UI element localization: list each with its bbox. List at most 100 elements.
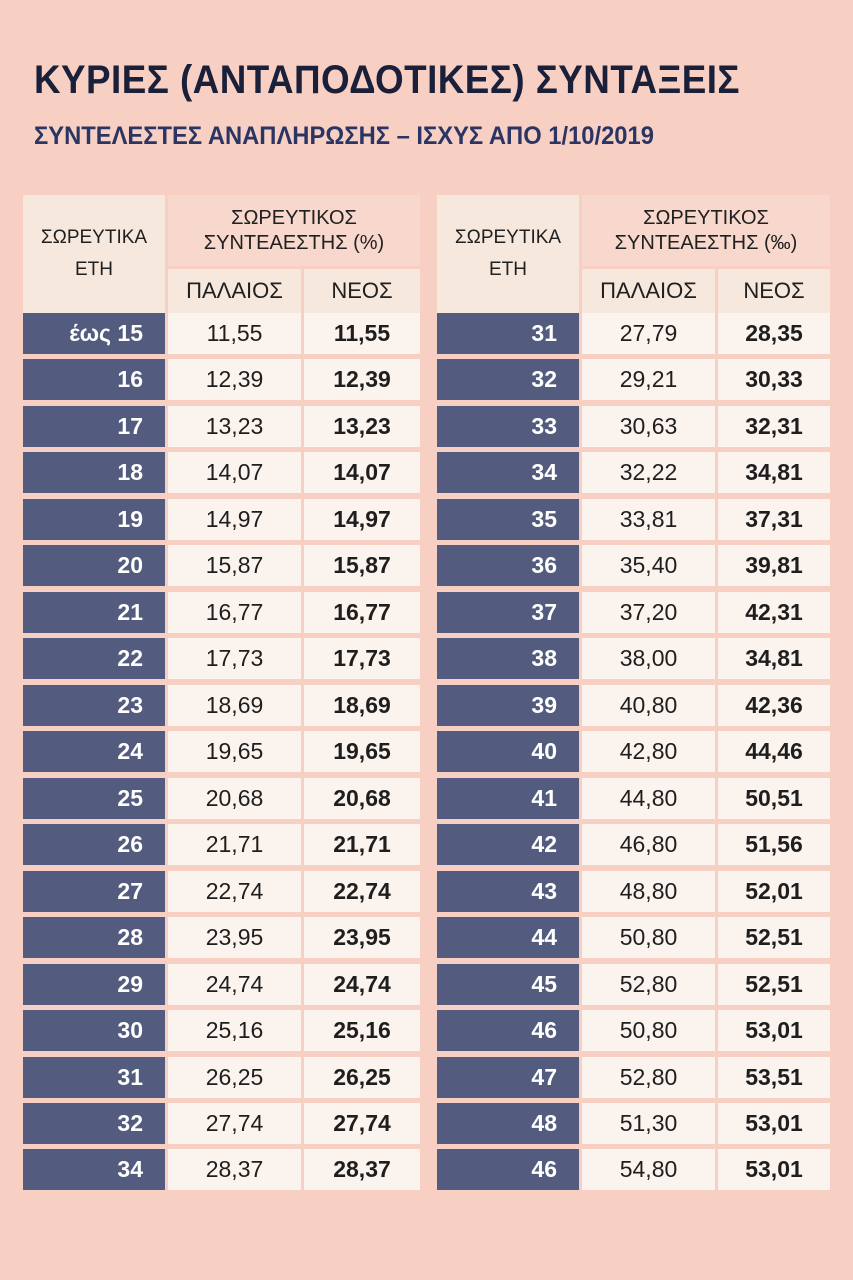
table-row: 34 28,37 28,37 (23, 1149, 420, 1191)
header-old: ΠΑΛΑΙΟΣ (582, 269, 715, 313)
cell-years: 44 (437, 917, 579, 959)
header-years-line2: ΕΤΗ (75, 259, 113, 280)
cell-years: 26 (23, 824, 165, 866)
table-row: 43 48,80 52,01 (437, 870, 830, 912)
table-row: 44 50,80 52,51 (437, 917, 830, 959)
cell-years: 34 (23, 1149, 165, 1191)
cell-new: 21,71 (304, 824, 420, 866)
cell-years: 39 (437, 684, 579, 726)
cell-new: 44,46 (718, 731, 830, 773)
cell-old: 24,74 (168, 963, 301, 1005)
page-subtitle: ΣΥΝΤΕΛΕΣΤΕΣ ΑΝΑΠΛΗΡΩΣΗΣ – ΙΣΧΥΣ ΑΠΟ 1/10… (34, 122, 654, 150)
cell-old: 22,74 (168, 870, 301, 912)
cell-old: 19,65 (168, 731, 301, 773)
cell-years: 46 (437, 1149, 579, 1191)
table-row: 30 25,16 25,16 (23, 1010, 420, 1052)
cell-years: 17 (23, 405, 165, 447)
cell-old: 40,80 (582, 684, 715, 726)
cell-new: 28,35 (718, 313, 830, 354)
right-table: ΣΩΡΕΥΤΙΚΑ ΕΤΗ ΣΩΡΕΥΤΙΚΟΣ ΣΥΝΤΕΑΕΣΤΗΣ (‰)… (437, 195, 830, 1196)
table-row: 47 52,80 53,51 (437, 1056, 830, 1098)
cell-old: 30,63 (582, 405, 715, 447)
table-row: 32 29,21 30,33 (437, 359, 830, 401)
cell-old: 21,71 (168, 824, 301, 866)
cell-old: 46,80 (582, 824, 715, 866)
table-row: 46 54,80 53,01 (437, 1149, 830, 1191)
cell-old: 28,37 (168, 1149, 301, 1191)
header-years: ΣΩΡΕΥΤΙΚΑ ΕΤΗ (437, 195, 579, 313)
cell-old: 26,25 (168, 1056, 301, 1098)
table-row: 17 13,23 13,23 (23, 405, 420, 447)
table-row: 32 27,74 27,74 (23, 1102, 420, 1144)
cell-years: 41 (437, 777, 579, 819)
table-rows: 31 27,79 28,35 32 29,21 30,33 33 30,63 32,31 34 32… (437, 313, 830, 1191)
cell-old: 32,22 (582, 452, 715, 494)
header-coef-line1: ΣΩΡΕΥΤΙΚΟΣ (231, 206, 357, 229)
cell-new: 50,51 (718, 777, 830, 819)
cell-new: 34,81 (718, 638, 830, 680)
table-header: ΣΩΡΕΥΤΙΚΑ ΕΤΗ ΣΩΡΕΥΤΙΚΟΣ ΣΥΝΤΕΑΕΣΤΗΣ (%)… (23, 195, 420, 313)
cell-old: 42,80 (582, 731, 715, 773)
table-row: 31 27,79 28,35 (437, 313, 830, 354)
header-coef-line1: ΣΩΡΕΥΤΙΚΟΣ (643, 206, 769, 229)
table-row: 38 38,00 34,81 (437, 638, 830, 680)
cell-new: 30,33 (718, 359, 830, 401)
cell-years: 40 (437, 731, 579, 773)
cell-new: 28,37 (304, 1149, 420, 1191)
cell-old: 16,77 (168, 591, 301, 633)
cell-years: 42 (437, 824, 579, 866)
cell-years: 35 (437, 498, 579, 540)
cell-old: 54,80 (582, 1149, 715, 1191)
cell-old: 33,81 (582, 498, 715, 540)
cell-years: 28 (23, 917, 165, 959)
cell-years: 34 (437, 452, 579, 494)
cell-years: 20 (23, 545, 165, 587)
cell-old: 44,80 (582, 777, 715, 819)
cell-years: 25 (23, 777, 165, 819)
header-coefficient: ΣΩΡΕΥΤΙΚΟΣ ΣΥΝΤΕΑΕΣΤΗΣ (%) (168, 195, 420, 266)
cell-new: 32,31 (718, 405, 830, 447)
table-row: 35 33,81 37,31 (437, 498, 830, 540)
table-row: 36 35,40 39,81 (437, 545, 830, 587)
cell-new: 19,65 (304, 731, 420, 773)
cell-years: 18 (23, 452, 165, 494)
cell-old: 38,00 (582, 638, 715, 680)
cell-new: 52,01 (718, 870, 830, 912)
table-row: 37 37,20 42,31 (437, 591, 830, 633)
header-coef-line2: ΣΥΝΤΕΑΕΣΤΗΣ (‰) (614, 231, 798, 254)
cell-new: 24,74 (304, 963, 420, 1005)
cell-old: 27,74 (168, 1102, 301, 1144)
cell-years: 16 (23, 359, 165, 401)
cell-new: 39,81 (718, 545, 830, 587)
header-years: ΣΩΡΕΥΤΙΚΑ ΕΤΗ (23, 195, 165, 313)
cell-new: 12,39 (304, 359, 420, 401)
table-row: 20 15,87 15,87 (23, 545, 420, 587)
table-row: 24 19,65 19,65 (23, 731, 420, 773)
header-old: ΠΑΛΑΙΟΣ (168, 269, 301, 313)
cell-new: 23,95 (304, 917, 420, 959)
cell-years: 37 (437, 591, 579, 633)
cell-years: 21 (23, 591, 165, 633)
cell-old: 14,07 (168, 452, 301, 494)
table-row: 23 18,69 18,69 (23, 684, 420, 726)
cell-old: 35,40 (582, 545, 715, 587)
cell-years: 33 (437, 405, 579, 447)
cell-new: 53,01 (718, 1102, 830, 1144)
table-row: 42 46,80 51,56 (437, 824, 830, 866)
table-row: 26 21,71 21,71 (23, 824, 420, 866)
cell-new: 42,31 (718, 591, 830, 633)
cell-years: 43 (437, 870, 579, 912)
table-row: 34 32,22 34,81 (437, 452, 830, 494)
header-years-line1: ΣΩΡΕΥΤΙΚΑ (454, 227, 562, 248)
cell-new: 22,74 (304, 870, 420, 912)
cell-new: 18,69 (304, 684, 420, 726)
cell-new: 16,77 (304, 591, 420, 633)
cell-years: 32 (23, 1102, 165, 1144)
cell-years: 31 (437, 313, 579, 354)
cell-old: 18,69 (168, 684, 301, 726)
cell-old: 48,80 (582, 870, 715, 912)
table-row: 16 12,39 12,39 (23, 359, 420, 401)
table-row: 46 50,80 53,01 (437, 1010, 830, 1052)
cell-new: 20,68 (304, 777, 420, 819)
cell-years: 38 (437, 638, 579, 680)
